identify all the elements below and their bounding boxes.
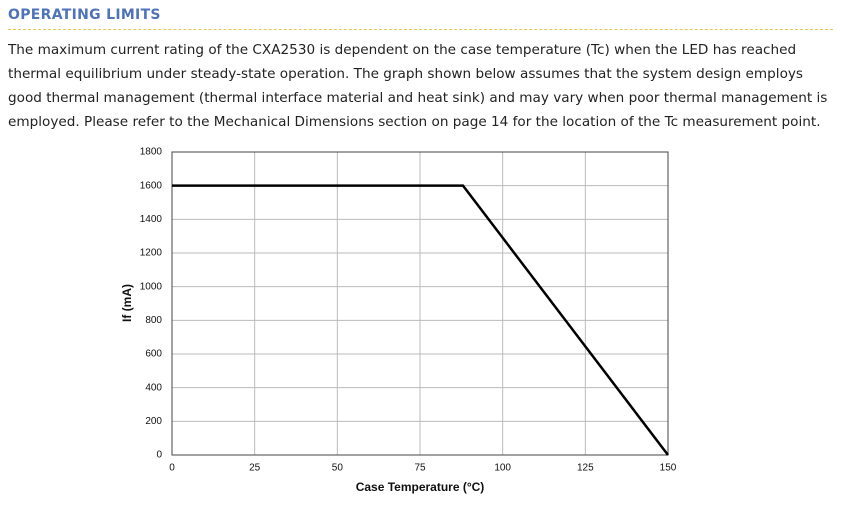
y-tick-label: 600 bbox=[145, 349, 162, 360]
y-tick-label: 0 bbox=[156, 450, 162, 461]
y-tick-label: 1600 bbox=[140, 180, 163, 191]
y-axis-label: If (mA) bbox=[120, 284, 134, 322]
paragraph: The maximum current rating of the CXA253… bbox=[8, 42, 828, 130]
y-tick-label: 400 bbox=[145, 382, 162, 393]
y-tick-label: 1000 bbox=[140, 281, 163, 292]
x-tick-label: 100 bbox=[494, 463, 511, 474]
section-title: OPERATING LIMITS bbox=[8, 7, 161, 23]
data-line bbox=[172, 184, 669, 456]
x-tick-label: 150 bbox=[660, 463, 677, 474]
x-axis-label: Case Temperature (°C) bbox=[356, 480, 485, 494]
y-tick-label: 200 bbox=[145, 416, 162, 427]
y-tick-label: 1400 bbox=[140, 214, 163, 225]
x-tick-label: 75 bbox=[414, 463, 426, 474]
y-tick-label: 1800 bbox=[140, 147, 163, 158]
plot-frame bbox=[171, 151, 669, 456]
divider bbox=[8, 29, 833, 30]
x-tick-label: 50 bbox=[332, 463, 344, 474]
x-tick-label: 125 bbox=[577, 463, 594, 474]
y-tick-label: 800 bbox=[145, 315, 162, 326]
x-tick-label: 25 bbox=[249, 463, 261, 474]
y-tick-label: 1200 bbox=[140, 248, 163, 259]
x-tick-label: 0 bbox=[169, 463, 175, 474]
